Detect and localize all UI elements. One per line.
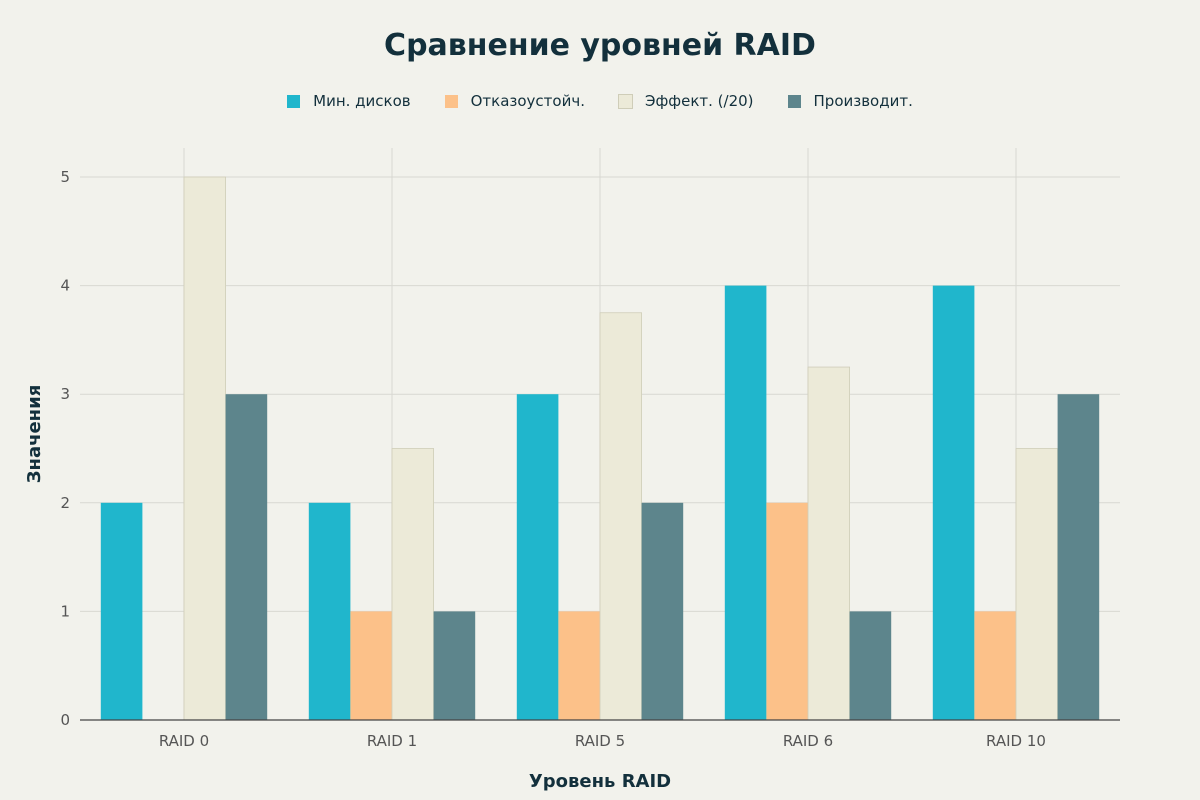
bar-2-3 bbox=[807, 366, 850, 721]
y-tick-label: 0 bbox=[60, 711, 70, 729]
bar-3-4 bbox=[1057, 394, 1100, 720]
y-tick-label: 5 bbox=[60, 168, 70, 186]
bar-1-1 bbox=[350, 611, 392, 720]
legend-swatch bbox=[617, 93, 633, 109]
legend: Мин. дисков Отказоустойч. Эффект. (/20) Про… bbox=[0, 92, 1200, 110]
y-axis-title: Значения bbox=[24, 385, 45, 484]
bar-0-3 bbox=[724, 285, 767, 720]
bar-2-0 bbox=[183, 176, 226, 721]
y-tick-label: 2 bbox=[60, 494, 70, 512]
legend-label: Эффект. (/20) bbox=[644, 92, 754, 110]
y-tick-label: 4 bbox=[60, 277, 70, 295]
x-tick-label: RAID 0 bbox=[159, 732, 209, 750]
bar-3-2 bbox=[641, 502, 684, 720]
x-tick-label: RAID 6 bbox=[783, 732, 833, 750]
bar-3-0 bbox=[225, 394, 268, 720]
legend-swatch bbox=[444, 94, 458, 108]
x-tick-label: RAID 10 bbox=[986, 732, 1046, 750]
bar-0-1 bbox=[308, 502, 351, 720]
legend-item: Отказоустойч. bbox=[444, 92, 585, 110]
legend-item: Эффект. (/20) bbox=[617, 92, 754, 110]
bar-0-0 bbox=[100, 502, 143, 720]
legend-item: Мин. дисков bbox=[287, 92, 411, 110]
bar-0-2 bbox=[516, 394, 559, 720]
chart-title: Сравнение уровней RAID bbox=[384, 28, 816, 63]
bar-2-4 bbox=[1015, 448, 1058, 721]
bar-3-3 bbox=[849, 611, 892, 720]
legend-label: Отказоустойч. bbox=[470, 92, 585, 110]
legend-swatch bbox=[787, 94, 801, 108]
legend-label: Мин. дисков bbox=[313, 92, 411, 110]
bar-2-2 bbox=[599, 312, 642, 721]
legend-label: Производит. bbox=[813, 92, 913, 110]
legend-swatch bbox=[287, 94, 301, 108]
bar-0-4 bbox=[932, 285, 975, 720]
bar-1-3 bbox=[766, 502, 808, 720]
x-tick-label: RAID 1 bbox=[367, 732, 417, 750]
y-tick-label: 1 bbox=[60, 602, 70, 620]
bar-1-2 bbox=[558, 611, 600, 720]
legend-item: Производит. bbox=[787, 92, 913, 110]
x-axis-title: Уровень RAID bbox=[529, 771, 671, 792]
y-tick-label: 3 bbox=[60, 385, 70, 403]
x-tick-label: RAID 5 bbox=[575, 732, 625, 750]
bar-2-1 bbox=[391, 448, 434, 721]
bar-1-4 bbox=[974, 611, 1016, 720]
bar-3-1 bbox=[433, 611, 476, 720]
